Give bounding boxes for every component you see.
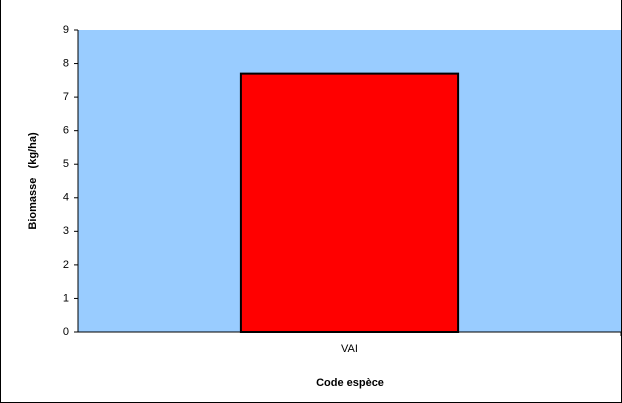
- y-tick-label: 7: [63, 91, 69, 103]
- x-tick-label: VAI: [341, 343, 358, 355]
- y-tick-label: 4: [63, 192, 69, 204]
- y-axis-label: Biomasse (kg/ha): [27, 132, 39, 230]
- y-tick-label: 8: [63, 57, 69, 69]
- y-tick-label: 5: [63, 158, 69, 170]
- y-tick-label: 3: [63, 225, 69, 237]
- x-axis-label: Code espèce: [316, 377, 384, 389]
- y-tick-label: 6: [63, 125, 69, 137]
- y-tick-label: 1: [63, 292, 69, 304]
- y-tick-label: 2: [63, 259, 69, 271]
- y-tick-label: 0: [63, 326, 69, 338]
- y-tick-label: 9: [63, 24, 69, 36]
- bar: [239, 72, 460, 333]
